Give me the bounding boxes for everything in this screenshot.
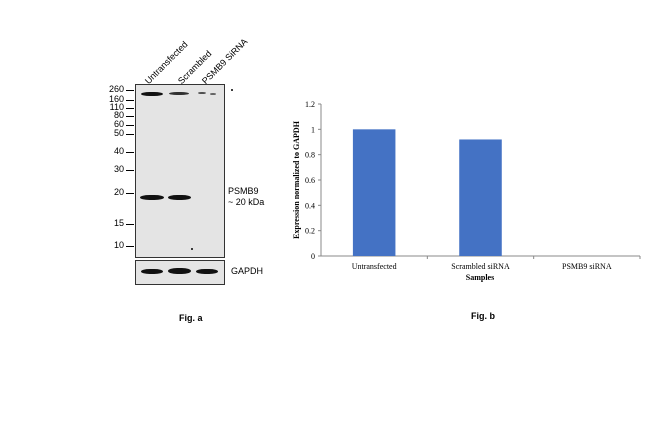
blot-band (210, 93, 216, 95)
y-axis-label: Expression normalized to GAPDH (292, 120, 301, 239)
mw-marker-60: 60 (113, 119, 124, 129)
mw-tick (126, 108, 134, 109)
mw-marker-40: 40 (113, 146, 124, 156)
target-label: PSMB9 (228, 186, 259, 196)
psmb9-band-scrambled (168, 195, 191, 200)
y-tick-label: 0.4 (305, 201, 315, 210)
mw-marker-50: 50 (113, 128, 124, 138)
mw-tick (126, 152, 134, 153)
blot-speck (191, 248, 193, 250)
gapdh-band-psmb9-sirna (196, 269, 218, 274)
y-tick-label: 0.2 (305, 227, 315, 236)
bar-scrambled-sirna (459, 139, 502, 256)
bar-chart: Expression normalized to GAPDH 0 0.2 0.4 0.… (292, 100, 641, 282)
mw-tick (126, 170, 134, 171)
blot-panel-main (135, 84, 225, 258)
gapdh-band-untransfected (141, 269, 163, 274)
x-tick-label: Untransfected (352, 262, 397, 271)
loading-control-label: GAPDH (231, 266, 264, 276)
mw-marker-160: 160 (108, 94, 124, 104)
mw-marker-15: 15 (113, 218, 124, 228)
gapdh-band-scrambled (168, 268, 191, 274)
blot-band (141, 92, 163, 96)
figure-a-caption: Fig. a (179, 313, 203, 323)
mw-tick (126, 193, 134, 194)
blot-speck (231, 89, 233, 91)
mw-marker-110: 110 (109, 102, 124, 112)
x-tick-label: Scrambled siRNA (451, 262, 510, 271)
mw-tick (126, 125, 134, 126)
mw-marker-20: 20 (113, 187, 124, 197)
y-tick-label: 1.2 (305, 100, 315, 109)
bar-untransfected (352, 129, 396, 256)
x-tick-label: PSMB9 siRNA (562, 262, 612, 271)
figure-b-caption: Fig. b (471, 311, 495, 321)
mw-tick (126, 134, 134, 135)
target-size-label: ~ 20 kDa (228, 197, 265, 207)
western-blot-figure: Untransfected Scrambled PSMB9 SiRNA 260 … (0, 0, 300, 340)
mw-tick (126, 90, 134, 91)
mw-marker-80: 80 (113, 110, 124, 120)
y-tick-label: 0.6 (305, 176, 315, 185)
x-axis-label: Samples (466, 273, 494, 282)
y-tick-label: 0.8 (305, 151, 315, 160)
mw-marker-10: 10 (113, 240, 124, 250)
y-tick-label: 1 (311, 125, 315, 134)
mw-tick (126, 116, 134, 117)
blot-band (198, 92, 206, 94)
mw-tick (126, 100, 134, 101)
y-tick-label: 0 (311, 252, 315, 261)
mw-tick (126, 246, 134, 247)
blot-band (169, 92, 189, 95)
mw-marker-260: 260 (108, 84, 124, 94)
psmb9-band-untransfected (140, 195, 164, 200)
mw-tick (126, 224, 134, 225)
mw-marker-30: 30 (113, 164, 124, 174)
